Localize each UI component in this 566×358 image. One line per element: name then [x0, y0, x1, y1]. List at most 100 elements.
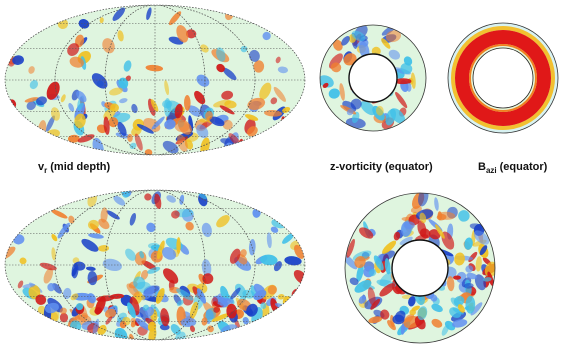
field-blob [44, 302, 59, 314]
field-blob [253, 60, 265, 73]
field-blob [176, 237, 181, 254]
field-blob [382, 240, 397, 254]
field-blob [166, 195, 177, 203]
field-blob [13, 326, 22, 334]
field-blob [5, 246, 16, 260]
field-blob [247, 126, 258, 137]
field-blob [105, 316, 113, 325]
field-blob [213, 306, 221, 313]
label-rest: (mid depth) [50, 161, 110, 173]
field-blob [139, 250, 145, 259]
field-blob [171, 210, 180, 219]
field-blob [162, 100, 173, 109]
label-sub: azi [486, 166, 497, 175]
field-blob [177, 134, 188, 152]
field-blob [465, 295, 476, 314]
field-blob [187, 105, 202, 117]
field-blob [216, 215, 230, 228]
field-blob [68, 215, 75, 224]
field-blob [351, 30, 366, 42]
field-blob [118, 77, 129, 89]
field-blob [380, 309, 390, 320]
field-blob [71, 263, 79, 279]
field-blob [87, 219, 99, 230]
field-blob [119, 98, 128, 104]
field-blob [240, 45, 248, 53]
field-blob [99, 17, 104, 24]
field-blob [5, 303, 17, 318]
field-blob [264, 109, 282, 117]
field-blob [453, 275, 462, 280]
field-blob [88, 233, 104, 239]
field-blob [108, 117, 119, 128]
field-blob [162, 247, 177, 260]
field-blob [419, 212, 427, 224]
field-blob [36, 96, 47, 106]
field-blob [320, 75, 334, 88]
field-blob [135, 294, 146, 301]
field-blob [133, 276, 146, 290]
field-blob [475, 256, 482, 272]
field-blob [465, 265, 474, 273]
label-vorticity: z-vorticity (equator) [330, 161, 433, 173]
field-blob [356, 263, 364, 282]
field-blob [370, 298, 380, 310]
field-blob [51, 234, 58, 242]
field-blob [144, 193, 152, 201]
field-blob [275, 56, 281, 64]
field-blob [146, 7, 152, 21]
field-blob [45, 322, 59, 330]
field-blob [85, 266, 96, 271]
field-blob [26, 136, 40, 152]
field-blob [150, 99, 159, 112]
field-blob [184, 94, 191, 111]
field-blob [368, 268, 377, 277]
field-blob [346, 108, 354, 116]
field-blob [38, 140, 47, 148]
field-blob [98, 218, 110, 230]
field-blob [222, 119, 233, 130]
field-blob [441, 231, 455, 250]
field-blob [470, 302, 483, 316]
field-blob [270, 97, 278, 105]
field-blob [121, 190, 130, 198]
field-blob [385, 30, 402, 43]
field-blob [216, 63, 225, 73]
field-blob [19, 257, 27, 265]
field-blob [428, 229, 441, 240]
field-blob [395, 91, 408, 109]
field-blob [240, 249, 247, 258]
field-blob [134, 133, 143, 151]
field-blob [24, 97, 39, 103]
field-blob [117, 121, 127, 136]
field-blob [123, 60, 132, 72]
field-blob [103, 116, 110, 135]
field-blob [131, 125, 142, 136]
field-blob [392, 314, 405, 325]
label-bazi: Bazi (equator) [478, 161, 548, 175]
field-blob [17, 280, 24, 289]
field-blob [410, 72, 416, 89]
field-blob [431, 318, 443, 328]
field-blob [157, 240, 165, 260]
field-blob [51, 247, 56, 261]
field-blob [67, 43, 80, 56]
field-blob [271, 317, 280, 327]
field-blob [144, 149, 153, 155]
field-blob [35, 294, 47, 305]
field-blob [260, 302, 267, 309]
field-blob [242, 316, 249, 325]
field-blob [293, 113, 299, 127]
field-blob [174, 103, 183, 119]
field-blob [155, 288, 165, 304]
field-blob [368, 316, 383, 324]
field-blob [109, 87, 123, 96]
field-blob [105, 308, 117, 319]
field-blob [229, 248, 241, 264]
field-blob [176, 300, 184, 307]
field-blob [253, 326, 261, 334]
field-blob [270, 226, 279, 233]
field-blob [431, 303, 443, 313]
field-blob [270, 128, 276, 143]
field-blob [384, 258, 391, 275]
